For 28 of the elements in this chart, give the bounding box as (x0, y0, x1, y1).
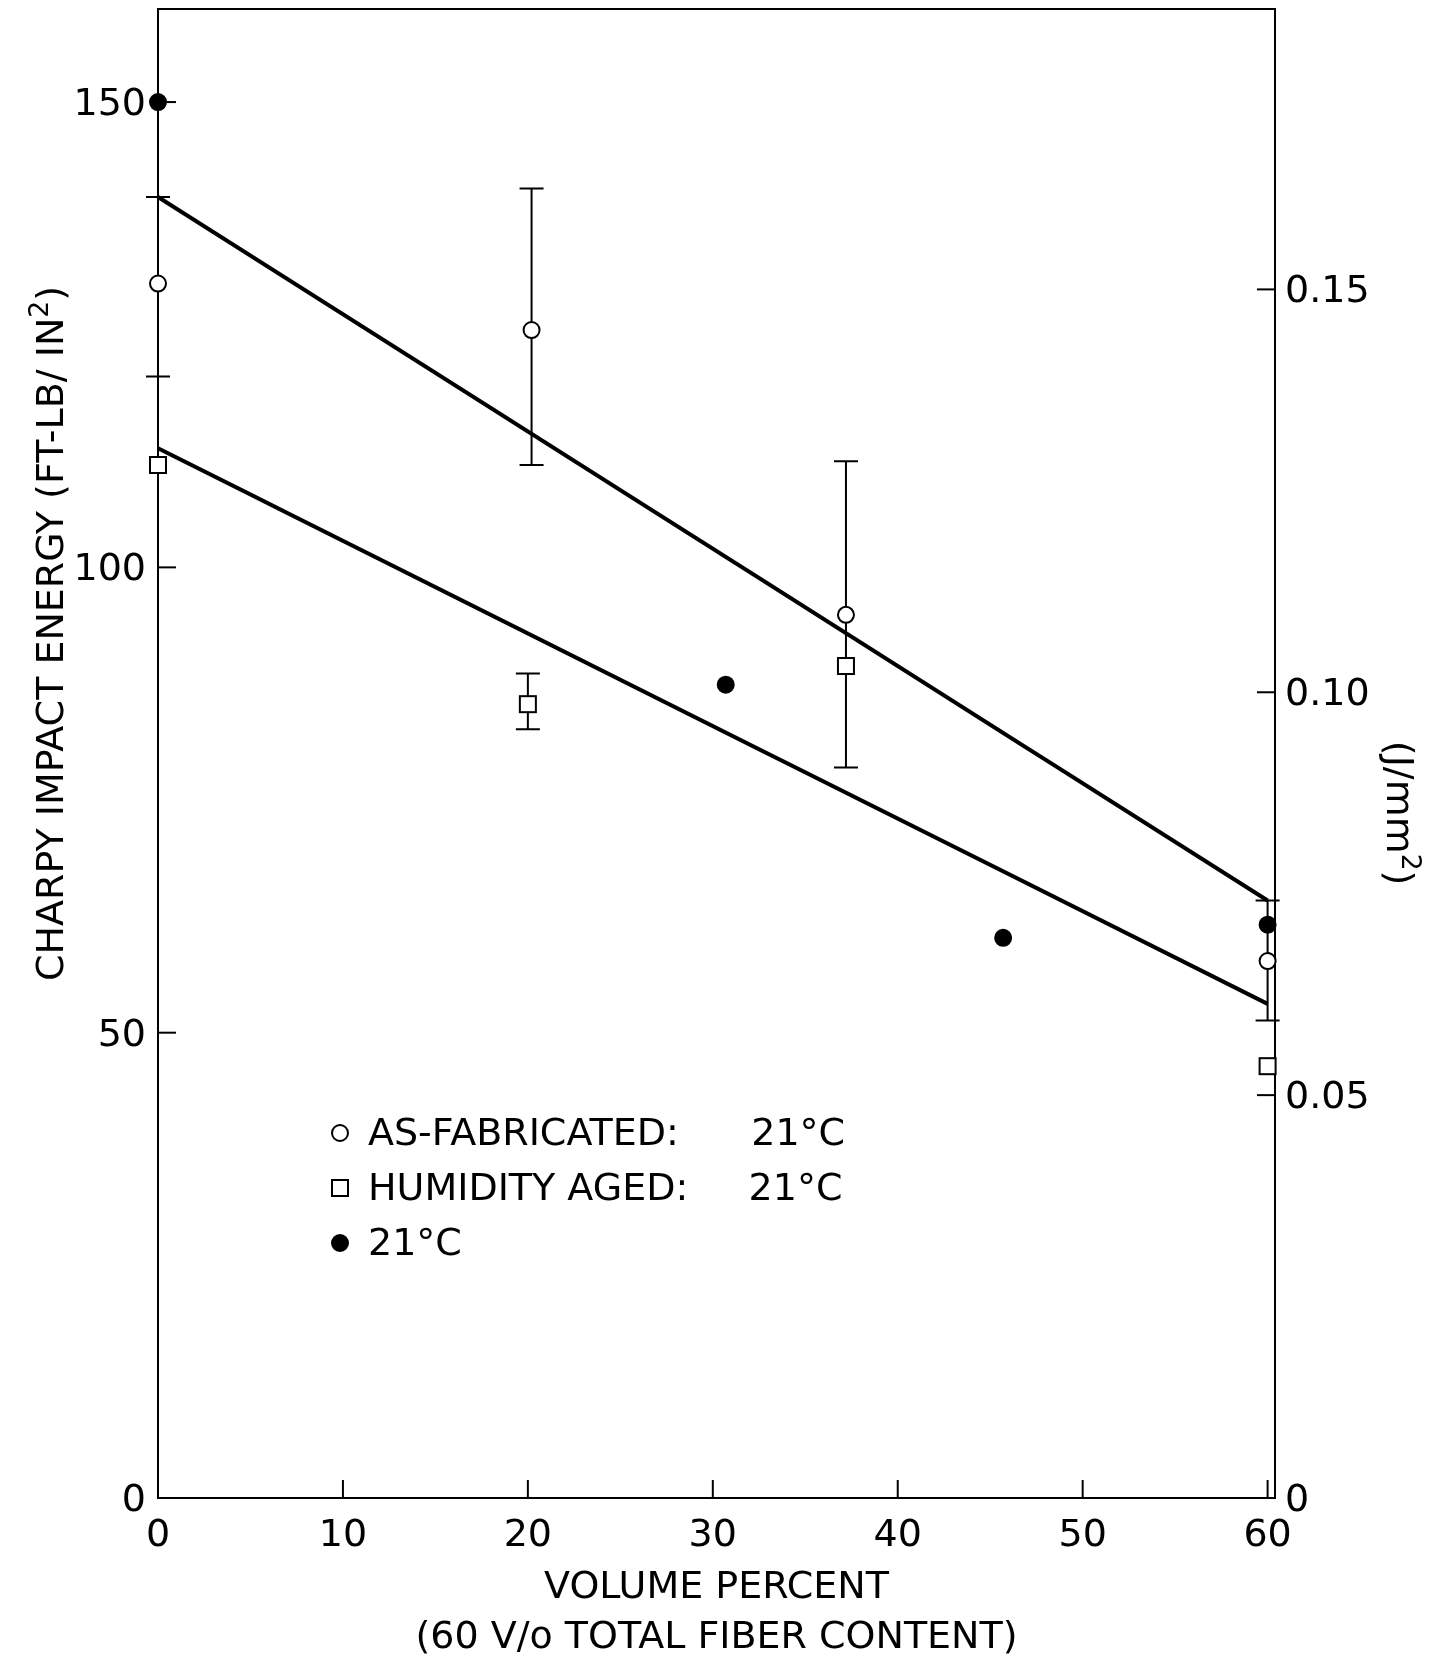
point (1258, 952, 1277, 971)
point (1258, 915, 1277, 934)
point (1258, 1057, 1277, 1076)
y-tick-label: 100 (73, 545, 146, 590)
point (836, 605, 855, 624)
x-axis-title: VOLUME PERCENT (60 V/o TOTAL FIBER CONTENT) (415, 1563, 1018, 1657)
point (149, 456, 167, 475)
point (149, 274, 167, 293)
point (994, 928, 1013, 947)
x-tick-label: 20 (503, 1511, 553, 1555)
x-tick-label: 50 (1058, 1511, 1107, 1555)
point (716, 675, 735, 694)
y-tick-label: 0 (121, 1476, 146, 1520)
y-tick-label: 150 (73, 80, 146, 125)
y2-tick-label: 0.15 (1285, 267, 1370, 312)
y-tick-label: 50 (97, 1010, 146, 1055)
y2-tick-label: 0.10 (1285, 670, 1370, 715)
point (522, 321, 541, 340)
x-tick-label: 30 (688, 1511, 737, 1555)
point (836, 657, 855, 676)
y2-tick-label: 0.05 (1285, 1073, 1370, 1118)
point (518, 695, 537, 714)
point (149, 93, 167, 112)
legend-label: HUMIDITY AGED: 21°C (368, 1165, 843, 1209)
x-tick-label: 40 (873, 1511, 922, 1555)
legend-label: AS-FABRICATED: 21°C (368, 1110, 846, 1154)
legend-label: 21°C (368, 1220, 462, 1264)
x-tick-label: 10 (318, 1511, 368, 1555)
